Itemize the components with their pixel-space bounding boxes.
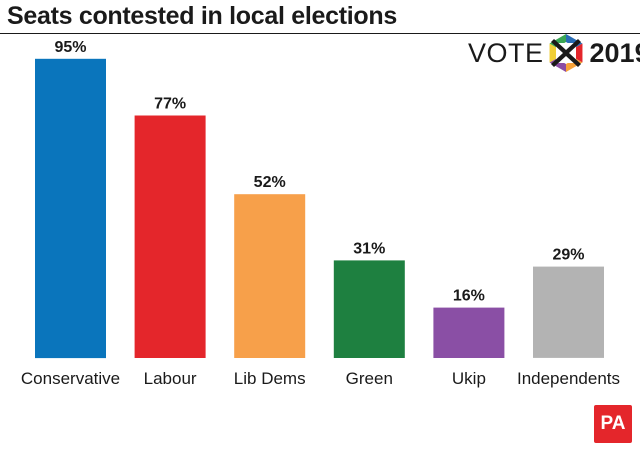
category-label: Lib Dems <box>234 369 306 388</box>
bar-ukip <box>433 307 505 358</box>
category-label: Labour <box>144 369 197 388</box>
bar-independents <box>533 266 604 358</box>
pa-logo: PA <box>594 405 632 443</box>
category-labels-group: Conservative Labour Lib Dems Green Ukip Indep… <box>21 369 620 388</box>
value-label: 16% <box>453 288 485 305</box>
value-label: 52% <box>254 174 286 191</box>
chart-title: Seats contested in local elections <box>7 2 397 30</box>
bars-group <box>35 58 604 359</box>
bar-labour <box>134 115 206 358</box>
logo-ring-segment <box>575 43 582 63</box>
value-label: 95% <box>54 39 86 56</box>
value-labels-group: 95% 77% 52% 31% 16% 29% <box>54 39 584 305</box>
value-label: 77% <box>154 96 186 113</box>
bar-lib-dems <box>234 194 306 358</box>
ballot-x-icon <box>549 34 582 72</box>
category-label: Conservative <box>21 369 120 388</box>
value-label: 31% <box>353 240 385 257</box>
category-label: Green <box>346 369 393 388</box>
logo-ring-segment <box>549 43 556 63</box>
title-divider <box>0 33 640 34</box>
category-label: Ukip <box>452 369 486 388</box>
category-label: Independents <box>517 369 620 388</box>
bar-conservative <box>35 58 106 359</box>
bar-green <box>333 260 405 358</box>
vote-word: VOTE <box>468 37 544 68</box>
value-label: 29% <box>552 247 584 264</box>
